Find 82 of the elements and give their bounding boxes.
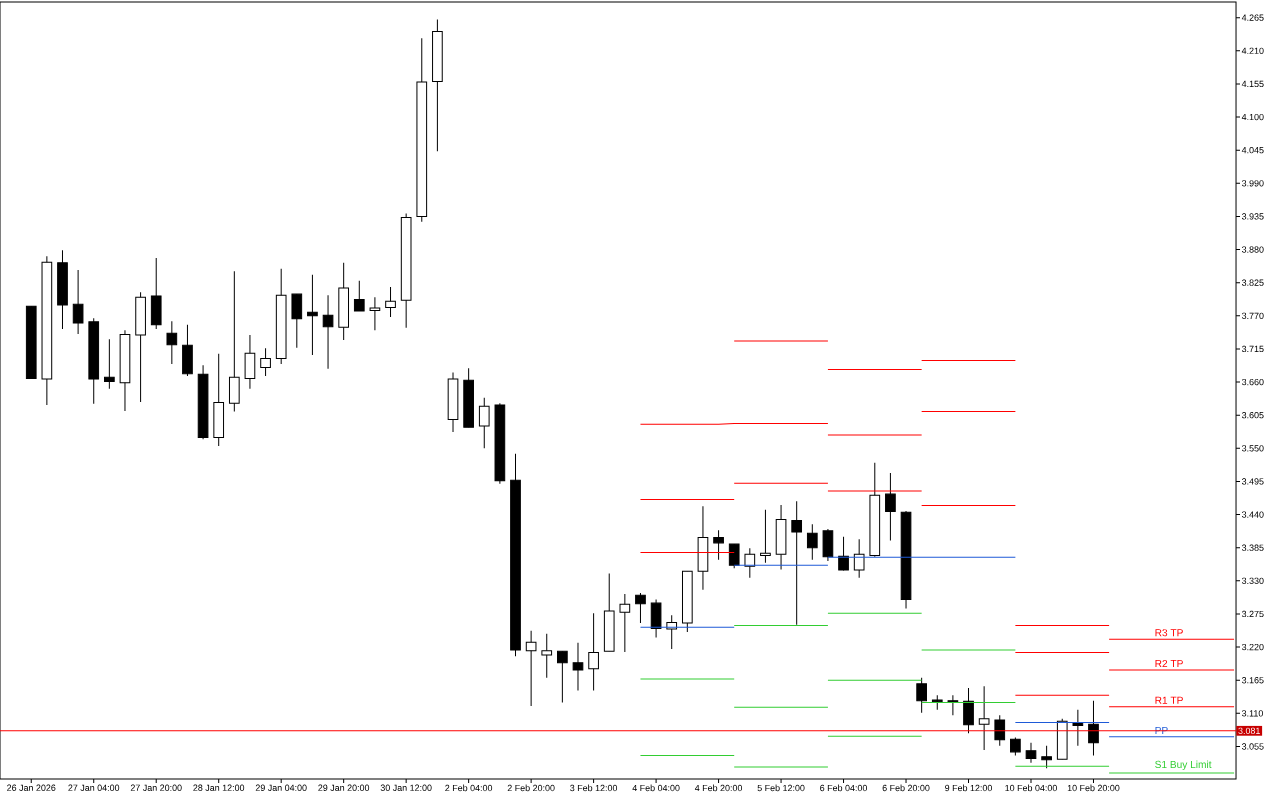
candlestick [666, 614, 678, 650]
candlestick [744, 547, 756, 579]
x-tick-label: 27 Jan 04:00 [68, 784, 120, 791]
y-tick-label: 3.055 [1241, 743, 1264, 750]
y-tick-label: 3.275 [1241, 610, 1264, 618]
series-label: R1 TP [1155, 696, 1183, 704]
y-tick-label: 4.265 [1241, 14, 1264, 21]
y-tick-label: 3.330 [1241, 577, 1264, 584]
candlestick [1088, 700, 1099, 757]
x-tick-label: 30 Jan 12:00 [380, 784, 432, 791]
candlestick [166, 320, 178, 365]
y-tick-label: 3.165 [1241, 677, 1264, 684]
y-tick-label: 3.495 [1241, 478, 1264, 485]
y-tick-label: 3.715 [1241, 345, 1264, 353]
candlestick [978, 685, 990, 751]
candlestick [760, 509, 771, 564]
y-tick-label: 3.550 [1241, 445, 1264, 452]
x-tick-label: 2 Feb 04:00 [445, 784, 493, 792]
candlestick [1010, 736, 1021, 757]
x-tick-label: 4 Feb 04:00 [632, 784, 680, 792]
y-tick-label: 3.385 [1241, 544, 1264, 551]
y-tick-label: 3.935 [1241, 213, 1264, 220]
candlestick [322, 294, 334, 370]
y-tick-label: 3.220 [1241, 643, 1264, 651]
candlestick [947, 694, 959, 716]
candlestick [916, 677, 927, 714]
candlestick [635, 592, 646, 624]
y-tick-label: 4.155 [1241, 80, 1264, 88]
candlestick [806, 523, 818, 561]
x-tick-label: 28 Jan 12:00 [193, 784, 245, 791]
x-tick-label: 10 Feb 20:00 [1067, 784, 1120, 792]
candlestick [572, 642, 584, 691]
y-tick-label: 3.110 [1241, 710, 1263, 717]
y-tick-label: 4.045 [1241, 147, 1264, 154]
y-tick-label: 4.210 [1241, 47, 1264, 54]
x-tick-label: 5 Feb 12:00 [757, 784, 805, 792]
candlestick [353, 280, 365, 312]
candlestick [994, 714, 1006, 747]
candlestick [853, 538, 865, 579]
candlestick [557, 650, 568, 703]
x-tick-label: 27 Jan 20:00 [130, 784, 182, 791]
x-tick-label: 9 Feb 12:00 [945, 784, 992, 792]
candlestick [791, 500, 803, 626]
candlestick [541, 633, 553, 679]
candlestick [1025, 742, 1037, 764]
candlestick [588, 612, 599, 691]
candlestick [307, 274, 318, 356]
series-label: R3 TP [1155, 629, 1183, 637]
y-tick-label: 3.770 [1241, 312, 1264, 319]
candlestick [72, 269, 84, 335]
x-tick-label: 3 Feb 12:00 [570, 784, 618, 792]
candlestick [525, 630, 537, 707]
candlestick [369, 296, 381, 331]
x-tick-label: 29 Jan 04:00 [255, 784, 307, 791]
candlestick [478, 397, 490, 449]
x-tick-label: 10 Feb 04:00 [1005, 784, 1057, 792]
ref-line-label: 3.081 [1238, 727, 1260, 734]
series-label: S1 Buy Limit [1155, 760, 1212, 771]
candlestick [104, 338, 115, 390]
candlestick [713, 529, 724, 561]
x-tick-label: 29 Jan 20:00 [318, 784, 370, 791]
candlestick [838, 536, 849, 572]
y-tick-label: 3.660 [1241, 378, 1264, 386]
candlestick [963, 687, 974, 734]
y-tick-label: 3.440 [1241, 511, 1264, 518]
candlestick [728, 543, 740, 569]
y-tick-label: 4.100 [1241, 113, 1264, 121]
candlestick [1041, 745, 1052, 769]
candlestick [385, 286, 396, 318]
candlestick [619, 593, 631, 653]
candlestick [885, 472, 896, 541]
x-tick-label: 6 Feb 20:00 [882, 784, 930, 792]
x-tick-label: 6 Feb 04:00 [820, 784, 868, 792]
x-tick-label: 4 Feb 20:00 [694, 784, 743, 792]
y-tick-label: 3.990 [1241, 180, 1264, 187]
y-tick-label: 3.825 [1241, 279, 1264, 286]
series-label: R2 TP [1155, 659, 1183, 668]
y-tick-label: 3.605 [1241, 412, 1264, 419]
y-tick-label: 3.880 [1241, 246, 1264, 253]
x-tick-label: 2 Feb 20:00 [507, 784, 555, 792]
candlestick [260, 347, 271, 377]
x-tick-label: 26 Jan 2026 [7, 784, 56, 791]
